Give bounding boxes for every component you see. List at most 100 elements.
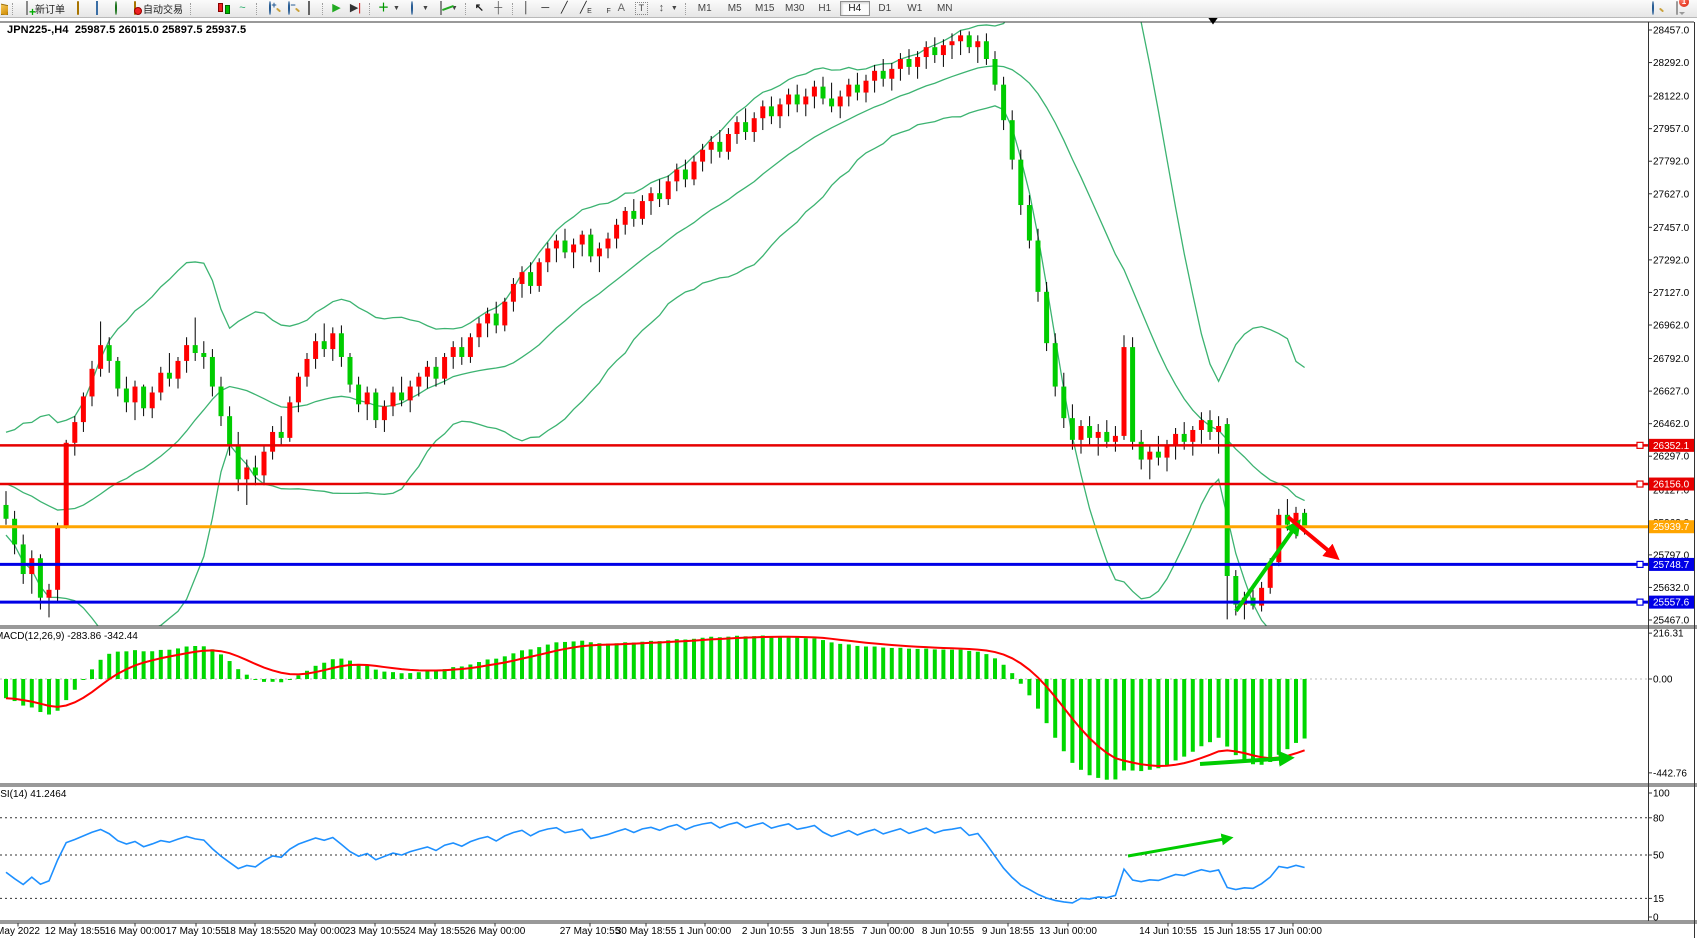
toolbar-right-group: 1 xyxy=(1647,0,1697,15)
svg-text:0.00: 0.00 xyxy=(1653,675,1673,686)
horizontal-line-button[interactable]: ─ xyxy=(536,0,555,17)
new-order-button[interactable]: 新订单 xyxy=(17,0,68,17)
svg-text:May 2022: May 2022 xyxy=(0,926,40,937)
trend-arrow[interactable] xyxy=(1127,833,1234,858)
arrows-tool-button[interactable]: ↕ ▼ xyxy=(652,0,681,17)
fibonacci-icon: F xyxy=(606,8,611,15)
horizontal-lines-layer[interactable] xyxy=(0,441,1648,606)
timeframe-button-W1[interactable]: W1 xyxy=(907,3,923,14)
cursor-icon: ↖ xyxy=(474,2,484,14)
equidistant-channel-button[interactable]: ╱ E xyxy=(574,0,593,17)
svg-text:27292.0: 27292.0 xyxy=(1653,255,1690,266)
svg-text:25632.0: 25632.0 xyxy=(1653,583,1690,594)
chart-shift-button[interactable]: ▶| xyxy=(346,0,365,17)
templates-icon xyxy=(435,1,448,15)
zoom-in-button[interactable]: + xyxy=(261,0,280,17)
chat-icon[interactable]: 1 xyxy=(1670,0,1689,15)
svg-text:26297.0: 26297.0 xyxy=(1653,452,1690,463)
svg-text:27127.0: 27127.0 xyxy=(1653,288,1690,299)
search-icon[interactable] xyxy=(1647,1,1660,15)
svg-text:25748.7: 25748.7 xyxy=(1653,560,1690,571)
candlestick-chart-button[interactable] xyxy=(214,0,233,17)
trend-arrow[interactable] xyxy=(1234,519,1301,613)
text-button[interactable]: A xyxy=(612,0,631,17)
svg-text:17 Jun 00:00: 17 Jun 00:00 xyxy=(1264,926,1322,937)
price-tag xyxy=(1649,520,1694,534)
trendline-icon: ╱ xyxy=(561,2,568,14)
crosshair-button[interactable]: ┼ xyxy=(489,0,508,17)
arrows-tool-icon: ↕ xyxy=(658,2,665,14)
svg-text:28457.0: 28457.0 xyxy=(1653,26,1690,37)
timeframe-button-M15[interactable]: M15 xyxy=(755,3,775,14)
clipped-toolbar-icon[interactable] xyxy=(1,2,8,15)
svg-text:27957.0: 27957.0 xyxy=(1653,124,1690,135)
navigator-button[interactable] xyxy=(106,0,125,17)
auto-scroll-button[interactable]: ▶ xyxy=(327,0,346,17)
new-order-label: 新订单 xyxy=(35,5,65,16)
data-window-icon xyxy=(90,1,103,15)
timeframe-button-MN[interactable]: MN xyxy=(936,3,953,14)
svg-text:3 Jun 18:55: 3 Jun 18:55 xyxy=(802,926,855,937)
timeframe-button-H1[interactable]: H1 xyxy=(818,3,832,14)
line-chart-button[interactable]: ~ xyxy=(233,0,252,17)
auto-scroll-icon: ▶ xyxy=(332,2,341,14)
zoom-out-button[interactable]: − xyxy=(280,0,299,17)
crosshair-icon: ┼ xyxy=(494,2,503,14)
bar-chart-icon xyxy=(198,2,211,15)
svg-text:15 Jun 18:55: 15 Jun 18:55 xyxy=(1203,926,1261,937)
timeframe-button-D1[interactable]: D1 xyxy=(878,3,892,14)
svg-text:80: 80 xyxy=(1653,813,1665,824)
toolbar-separator xyxy=(256,2,257,15)
periods-icon xyxy=(406,1,419,15)
svg-text:24 May 18:55: 24 May 18:55 xyxy=(405,926,466,937)
candles-layer xyxy=(3,30,1308,620)
autotrade-button[interactable]: 自动交易 xyxy=(125,0,186,17)
add-indicator-button[interactable]: ＋ ▼ xyxy=(378,2,400,14)
trend-arrow[interactable] xyxy=(1286,515,1340,561)
cursor-button[interactable]: ↖ xyxy=(470,0,489,17)
svg-text:216.31: 216.31 xyxy=(1653,629,1684,640)
svg-text:25467.0: 25467.0 xyxy=(1653,616,1690,627)
price-tag xyxy=(1649,595,1694,609)
zoom-out-icon: − xyxy=(283,0,296,15)
timeframe-button-M1[interactable]: M1 xyxy=(697,3,712,14)
tile-windows-button[interactable] xyxy=(299,0,318,17)
toolbar-separator xyxy=(369,2,370,15)
timeframe-toolbar: M1 M5 M15 M30 H1 H4 D1 W1 MN xyxy=(690,1,960,16)
toolbar: 新订单 自动交易 ~ + − ▶ ▶| ＋▼ ▼ ▼ xyxy=(0,0,1697,18)
timeframe-button-H4[interactable]: H4 xyxy=(839,1,870,16)
vertical-line-button[interactable]: │ xyxy=(517,0,536,17)
periods-button[interactable]: ▼ xyxy=(403,0,432,17)
chart-canvas[interactable]: 28457.0 28292.0 28122.0 27957.0 27792.0 27627… xyxy=(0,18,1697,938)
price-tag xyxy=(1649,438,1694,452)
trend-arrow[interactable] xyxy=(1199,750,1295,767)
svg-text:26462.0: 26462.0 xyxy=(1653,419,1690,430)
templates-button[interactable]: ▼ xyxy=(432,0,461,17)
svg-text:26 May 00:00: 26 May 00:00 xyxy=(465,926,526,937)
svg-text:27627.0: 27627.0 xyxy=(1653,189,1690,200)
svg-text:25557.6: 25557.6 xyxy=(1653,598,1690,609)
data-window-button[interactable] xyxy=(87,0,106,17)
timeframe-button-M30[interactable]: M30 xyxy=(785,3,805,14)
text-label-button[interactable]: T xyxy=(631,0,652,17)
toolbar-separator xyxy=(511,2,513,15)
chart-shift-marker[interactable] xyxy=(1208,18,1218,25)
add-indicator-icon: ＋ xyxy=(378,2,389,14)
timeframe-button-M5[interactable]: M5 xyxy=(727,3,742,14)
svg-text:25939.7: 25939.7 xyxy=(1653,522,1690,533)
fibonacci-button[interactable]: F xyxy=(593,0,612,17)
chart-shift-icon: ▶| xyxy=(349,2,362,14)
svg-text:28292.0: 28292.0 xyxy=(1653,58,1690,69)
svg-text:13 Jun 00:00: 13 Jun 00:00 xyxy=(1039,926,1097,937)
candlestick-chart-icon xyxy=(217,2,230,15)
svg-text:17 May 10:55: 17 May 10:55 xyxy=(166,926,227,937)
chart-area[interactable]: 28457.0 28292.0 28122.0 27957.0 27792.0 27627… xyxy=(0,18,1697,938)
svg-text:50: 50 xyxy=(1653,851,1665,862)
svg-text:0: 0 xyxy=(1653,913,1659,924)
trendline-button[interactable]: ╱ xyxy=(555,0,574,17)
bar-chart-button[interactable] xyxy=(195,0,214,17)
svg-text:1 Jun 00:00: 1 Jun 00:00 xyxy=(679,926,732,937)
market-watch-button[interactable] xyxy=(68,0,87,17)
toolbar-separator xyxy=(322,2,323,15)
